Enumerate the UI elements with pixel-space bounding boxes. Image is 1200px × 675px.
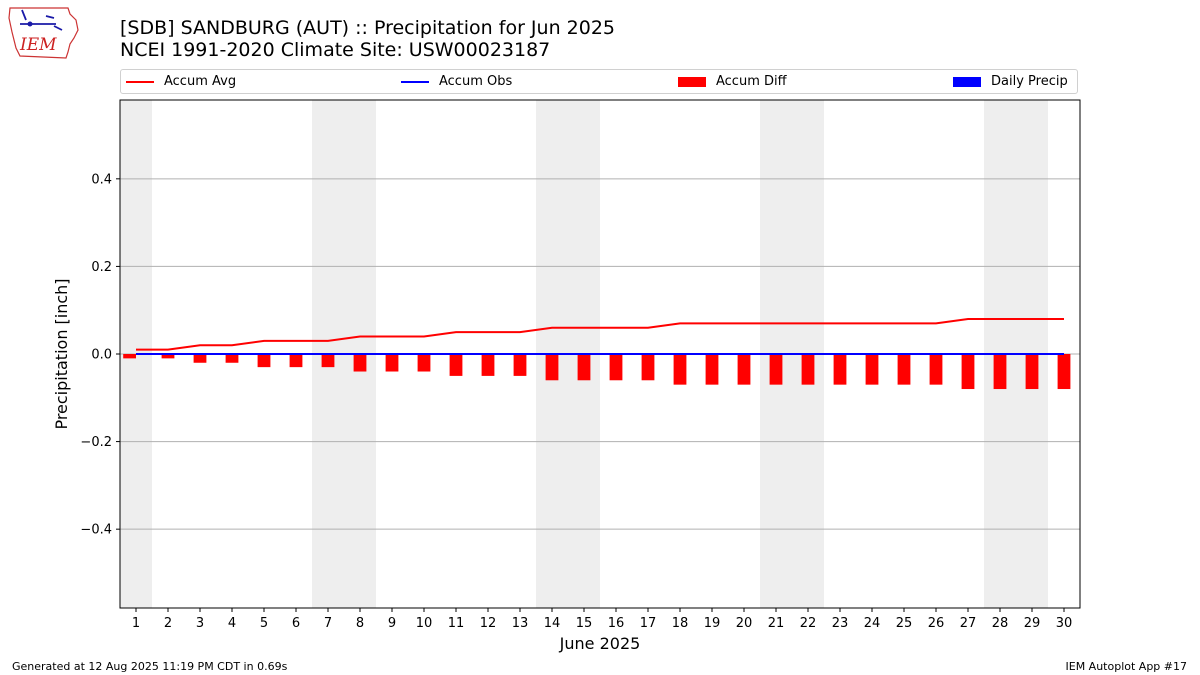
x-tick-label: 28: [992, 616, 1009, 631]
chart-subtitle: NCEI 1991-2020 Climate Site: USW00023187: [120, 39, 551, 61]
accum-diff-bar: [1057, 354, 1071, 390]
x-tick-label: 3: [196, 616, 204, 631]
weather-symbols-icon: [20, 9, 63, 31]
accum-diff-bar: [929, 354, 943, 385]
x-tick-label: 22: [800, 616, 817, 631]
accum-diff-bar: [417, 354, 431, 372]
y-tick-label: 0.4: [91, 172, 112, 187]
accum-diff-bar: [257, 354, 271, 368]
accum-diff-bar: [193, 354, 207, 363]
y-tick-label: −0.2: [80, 435, 112, 450]
x-tick-label: 29: [1024, 616, 1041, 631]
app-note: IEM Autoplot App #17: [1065, 660, 1188, 673]
accum-diff-bar: [609, 354, 623, 381]
generated-note: Generated at 12 Aug 2025 11:19 PM CDT in…: [12, 660, 288, 673]
accum-diff-bar: [897, 354, 911, 385]
legend-label-accum-avg: Accum Avg: [164, 74, 237, 89]
legend-item-daily-precip: Daily Precip: [953, 70, 1068, 93]
legend-item-accum-obs: Accum Obs: [401, 70, 512, 93]
x-tick-label: 17: [640, 616, 657, 631]
accum-diff-bar: [833, 354, 847, 385]
accum-diff-bar: [993, 354, 1007, 390]
legend-swatch-accum-diff: [678, 76, 706, 87]
legend-swatch-accum-avg: [126, 80, 154, 83]
legend-item-accum-diff: Accum Diff: [678, 70, 787, 93]
x-tick-label: 5: [260, 616, 268, 631]
x-tick-label: 10: [416, 616, 433, 631]
plot-frame: [119, 99, 1081, 609]
accum-diff-bar: [289, 354, 303, 368]
iem-logo: IEM: [8, 7, 79, 59]
x-tick-label: 21: [768, 616, 785, 631]
x-axis-label: June 2025: [559, 634, 641, 653]
accum-diff-bar: [161, 354, 175, 359]
accum-avg-line: [136, 317, 1064, 351]
x-tick-label: 18: [672, 616, 689, 631]
accum-diff-bar: [225, 354, 239, 363]
legend-swatch-daily-precip: [953, 76, 981, 87]
legend-label-daily-precip: Daily Precip: [991, 74, 1068, 89]
accum-diff-bar: [481, 354, 495, 376]
accum-diff-bar: [961, 354, 975, 390]
legend-item-accum-avg: Accum Avg: [126, 70, 236, 93]
x-tick-label: 15: [576, 616, 593, 631]
x-tick-label: 13: [512, 616, 529, 631]
x-tick-label: 8: [356, 616, 364, 631]
chart-legend: Accum Avg Accum Obs Accum Diff Daily Pre…: [120, 69, 1078, 94]
x-tick-label: 25: [896, 616, 913, 631]
accum-diff-bar: [449, 354, 463, 376]
x-tick-label: 23: [832, 616, 849, 631]
x-tick-label: 20: [736, 616, 753, 631]
x-tick-label: 12: [480, 616, 497, 631]
x-tick-label: 27: [960, 616, 977, 631]
chart-title: [SDB] SANDBURG (AUT) :: Precipitation fo…: [120, 17, 616, 39]
x-tick-label: 2: [164, 616, 172, 631]
iowa-state-outline-icon: [8, 7, 79, 59]
x-tick-label: 7: [324, 616, 332, 631]
accum-diff-bar: [123, 354, 136, 359]
x-tick-label: 14: [544, 616, 561, 631]
accum-diff-bar: [705, 354, 719, 385]
accum-diff-bar: [769, 354, 783, 385]
y-tick-label: 0.2: [91, 260, 112, 275]
accum-diff-bar: [801, 354, 815, 385]
legend-label-accum-obs: Accum Obs: [439, 74, 513, 89]
legend-label-accum-diff: Accum Diff: [716, 74, 787, 89]
accum-diff-bar: [865, 354, 879, 385]
x-tick-label: 11: [448, 616, 465, 631]
x-tick-label: 6: [292, 616, 300, 631]
accum-diff-bar: [1025, 354, 1039, 390]
x-tick-label: 4: [228, 616, 236, 631]
accum-diff-bar: [385, 354, 399, 372]
x-tick-label: 16: [608, 616, 625, 631]
legend-swatch-accum-obs: [401, 80, 429, 83]
accum-diff-bar: [513, 354, 527, 376]
accum-diff-bar: [545, 354, 559, 381]
x-tick-label: 24: [864, 616, 881, 631]
accum-diff-bar: [673, 354, 687, 385]
x-tick-label: 9: [388, 616, 396, 631]
x-tick-label: 19: [704, 616, 721, 631]
accum-diff-bar: [737, 354, 751, 385]
accum-diff-bar: [577, 354, 591, 381]
x-tick-label: 1: [132, 616, 140, 631]
iem-logo-text: IEM: [19, 35, 57, 55]
y-tick-label: −0.4: [80, 523, 112, 538]
y-tick-label: 0.0: [91, 348, 112, 363]
accum-diff-bar: [321, 354, 335, 368]
y-axis-label: Precipitation [inch]: [52, 278, 71, 429]
accum-diff-bar: [353, 354, 367, 372]
x-tick-label: 30: [1056, 616, 1073, 631]
x-tick-label: 26: [928, 616, 945, 631]
accum-diff-bar: [641, 354, 655, 381]
